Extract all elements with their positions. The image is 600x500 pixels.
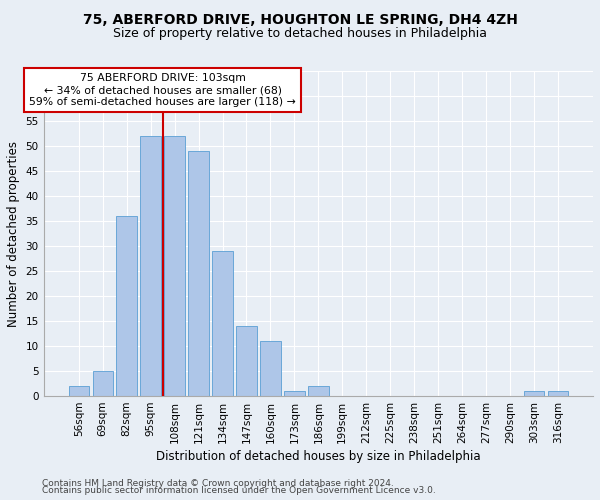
Text: 75 ABERFORD DRIVE: 103sqm
← 34% of detached houses are smaller (68)
59% of semi-: 75 ABERFORD DRIVE: 103sqm ← 34% of detac… (29, 74, 296, 106)
Y-axis label: Number of detached properties: Number of detached properties (7, 140, 20, 326)
Bar (548, 391, 568, 396)
Text: 75, ABERFORD DRIVE, HOUGHTON LE SPRING, DH4 4ZH: 75, ABERFORD DRIVE, HOUGHTON LE SPRING, … (83, 12, 517, 26)
Bar (92, 371, 113, 396)
Bar (164, 136, 185, 396)
X-axis label: Distribution of detached houses by size in Philadelphia: Distribution of detached houses by size … (156, 450, 481, 463)
Bar (140, 136, 161, 396)
Text: Contains public sector information licensed under the Open Government Licence v3: Contains public sector information licen… (42, 486, 436, 495)
Bar (308, 386, 329, 396)
Bar (524, 391, 544, 396)
Bar (236, 326, 257, 396)
Text: Size of property relative to detached houses in Philadelphia: Size of property relative to detached ho… (113, 28, 487, 40)
Bar (284, 391, 305, 396)
Bar (260, 341, 281, 396)
Text: Contains HM Land Registry data © Crown copyright and database right 2024.: Contains HM Land Registry data © Crown c… (42, 478, 394, 488)
Bar (116, 216, 137, 396)
Bar (68, 386, 89, 396)
Bar (188, 151, 209, 396)
Bar (212, 251, 233, 396)
